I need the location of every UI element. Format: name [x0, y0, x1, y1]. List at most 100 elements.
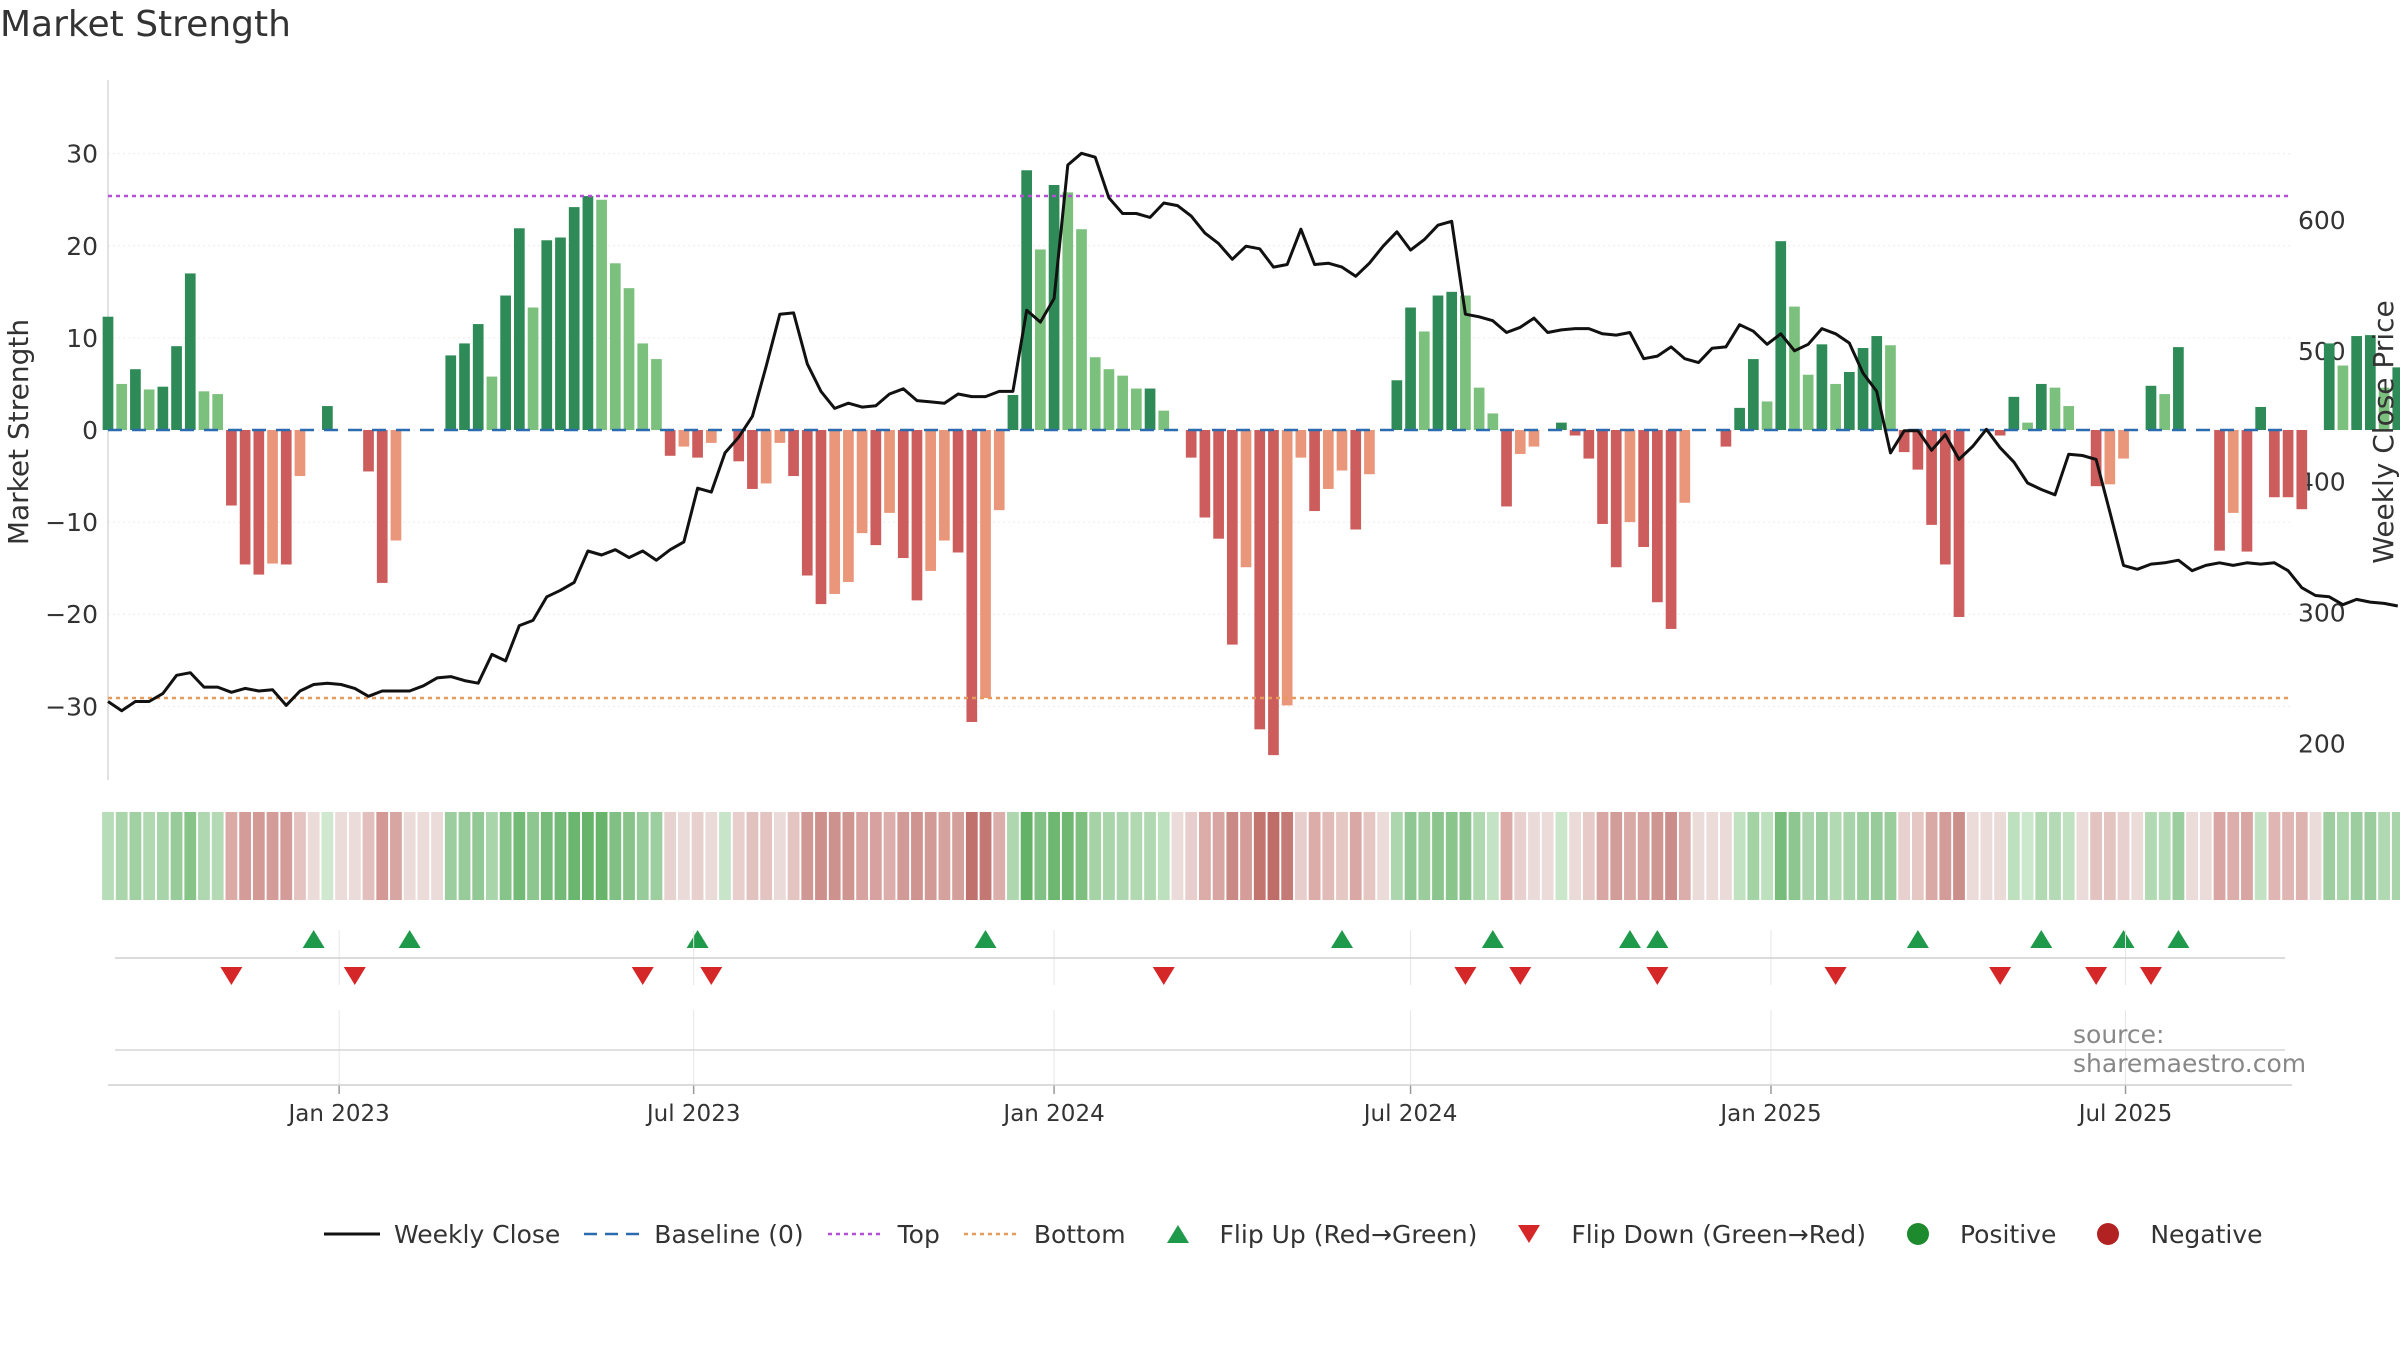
strip-cell	[102, 812, 114, 900]
strip-cell	[1075, 812, 1088, 900]
flip-up-marker	[1618, 930, 1641, 948]
strength-bar	[1364, 430, 1375, 475]
strip-cell	[335, 812, 347, 900]
strip-cell	[1089, 812, 1102, 900]
legend-item-negative: Negative	[2078, 1219, 2263, 1249]
strength-bar	[322, 406, 333, 430]
strength-bar	[760, 430, 772, 484]
flip-down-marker	[1509, 967, 1532, 985]
strip-cell	[1349, 812, 1362, 900]
y-tick-label: −30	[45, 692, 98, 721]
strength-bar	[678, 430, 690, 447]
y2-tick-label: 500	[2298, 337, 2346, 366]
strip-cell	[2007, 812, 2020, 900]
strength-bar	[294, 430, 306, 477]
strength-bars	[102, 170, 2400, 756]
strip-cell	[2186, 812, 2198, 900]
strip-cell	[417, 812, 430, 900]
strength-bar	[1487, 413, 1499, 430]
strength-bar	[1912, 430, 1924, 470]
x-tick-label: Jul 2023	[645, 1101, 741, 1127]
flip-markers	[220, 930, 2190, 985]
y-tick-label: 0	[82, 416, 98, 445]
strength-bar	[2159, 394, 2171, 430]
strength-bar	[1322, 430, 1334, 489]
strip-cell	[2103, 812, 2116, 900]
strip-cell	[705, 812, 718, 900]
strength-bar	[1610, 430, 1622, 568]
strip-cell	[1596, 812, 1609, 900]
strength-bar	[1254, 430, 1266, 730]
strength-bar	[1035, 249, 1046, 430]
strength-bar	[2008, 396, 2020, 430]
strength-bar	[1295, 430, 1307, 458]
strength-bar	[1830, 383, 1841, 430]
strength-bar	[1583, 430, 1595, 459]
strip-cell	[211, 812, 224, 900]
strength-bar	[1926, 430, 1937, 525]
strength-bar	[2035, 383, 2047, 430]
strip-cell	[1541, 812, 1554, 900]
strip-cell	[458, 812, 471, 900]
strength-bar	[596, 199, 607, 430]
y-tick-label: −10	[45, 508, 98, 537]
strip-cell	[170, 812, 183, 900]
strip-cell	[390, 812, 402, 900]
strength-bar	[1802, 374, 1814, 430]
strength-bar	[1350, 430, 1362, 530]
legend-label: Bottom	[1033, 1219, 1126, 1249]
strength-bar	[1021, 170, 1032, 430]
strength-bar	[609, 263, 621, 430]
strip-cell	[1884, 812, 1897, 900]
strip-cell	[842, 812, 855, 900]
strip-cell	[869, 812, 882, 900]
source-note: source: sharemaestro.com	[2073, 1020, 2307, 1078]
flip-down-marker	[1152, 967, 1175, 985]
strip-cell	[897, 812, 910, 900]
strength-bar	[2227, 430, 2239, 513]
strip-cell	[2295, 812, 2308, 900]
strength-bar	[2049, 387, 2061, 430]
strip-cell	[1747, 812, 1760, 900]
flip-up-marker	[974, 930, 997, 948]
strip-cell	[198, 812, 210, 900]
strip-cell	[2391, 812, 2400, 900]
legend-symbol-flip_up	[1166, 1225, 1189, 1243]
strip-cell	[307, 812, 320, 900]
strip-cell	[1624, 812, 1636, 900]
strip-cell	[1816, 812, 1828, 900]
strength-bar	[911, 430, 923, 601]
legend-item-flip_up: Flip Up (Red→Green)	[1148, 1219, 1477, 1249]
strength-bar	[774, 430, 786, 443]
strip-cell	[1898, 812, 1911, 900]
strip-cell	[540, 812, 553, 900]
strip-cell	[2021, 812, 2034, 900]
strip-cell	[1966, 812, 1979, 900]
strip-cell	[1144, 812, 1156, 900]
strip-cell	[1870, 812, 1883, 900]
strip-cell	[1212, 812, 1225, 900]
strength-bar	[856, 430, 868, 534]
strength-bar	[664, 430, 676, 456]
strip-cell	[1582, 812, 1595, 900]
strip-cell	[815, 812, 827, 900]
strength-bar	[1226, 430, 1238, 645]
strip-cell	[924, 812, 937, 900]
strength-bar	[2063, 406, 2075, 430]
weekly-close-path	[107, 151, 2399, 713]
strip-cell	[486, 812, 498, 900]
strength-bar	[253, 430, 265, 575]
strip-cell	[252, 812, 265, 900]
strength-bar	[102, 316, 114, 430]
strength-bar	[939, 430, 950, 541]
strength-bar	[2282, 430, 2294, 498]
strip-cell	[1171, 812, 1184, 900]
strip-cell	[184, 812, 197, 900]
strength-bar	[1213, 430, 1224, 539]
flip-up-marker	[2112, 930, 2135, 948]
strip-cell	[527, 812, 539, 900]
strength-bar	[1062, 192, 1074, 430]
strength-bar	[1418, 331, 1430, 430]
strip-cell	[938, 812, 951, 900]
strip-cell	[773, 812, 786, 900]
